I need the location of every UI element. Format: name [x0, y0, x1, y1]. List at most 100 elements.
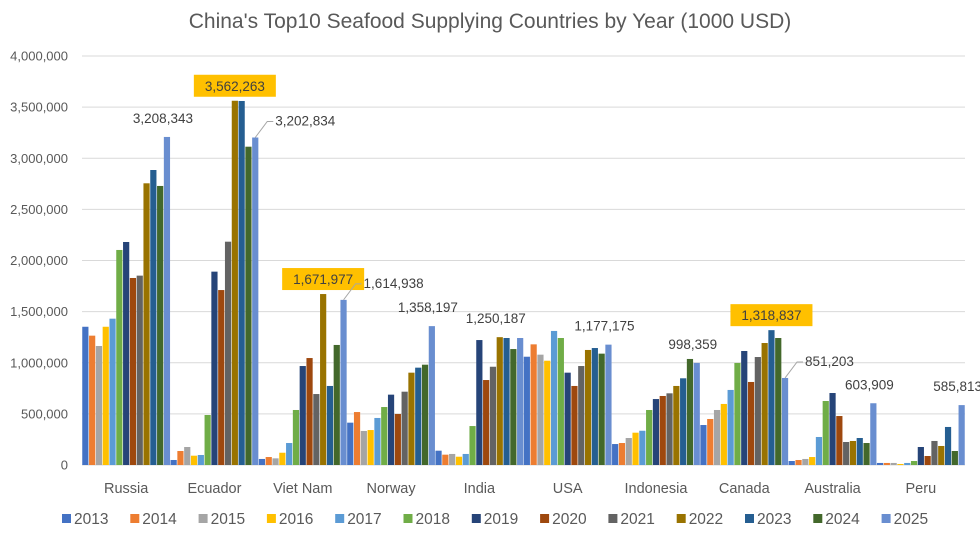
category-label: Indonesia	[625, 481, 689, 497]
leader-line	[343, 283, 362, 301]
bar-usa-2021	[578, 366, 585, 465]
bar-ecuador-2024	[245, 146, 252, 466]
legend-swatch-2017	[335, 514, 345, 523]
bar-ecuador-2020	[218, 290, 225, 465]
bar-usa-2024	[598, 353, 605, 465]
bar-australia-2013	[788, 461, 795, 465]
bar-norway-2013	[347, 422, 354, 465]
bar-canada-2013	[700, 425, 707, 465]
bar-peru-2025	[958, 405, 965, 465]
y-tick-label: 2,500,000	[10, 202, 68, 217]
bar-australia-2024	[863, 443, 870, 465]
legend-label-2021: 2021	[620, 511, 654, 528]
bar-canada-2024	[775, 338, 782, 465]
legend-swatch-2022	[676, 514, 686, 523]
data-label: 585,813	[933, 379, 980, 394]
bar-indonesia-2025	[693, 362, 700, 465]
bar-canada-2021	[754, 357, 761, 465]
bar-usa-2017	[550, 330, 558, 465]
data-label: 603,909	[845, 377, 894, 392]
legend-swatch-2016	[266, 514, 276, 523]
bars	[82, 100, 965, 466]
category-label: India	[464, 481, 496, 497]
category-label: Peru	[906, 481, 937, 497]
bar-india-2017	[462, 453, 469, 465]
bar-india-2016	[455, 456, 463, 465]
data-label: 998,359	[668, 337, 717, 352]
legend-swatch-2014	[130, 514, 140, 523]
bar-india-2018	[469, 426, 476, 465]
bar-usa-2018	[557, 338, 564, 465]
bar-norway-2017	[374, 417, 381, 465]
bar-india-2013	[435, 450, 442, 465]
bar-peru-2022	[938, 445, 945, 465]
bar-australia-2025	[870, 403, 877, 465]
bar-australia-2015	[802, 458, 809, 465]
bar-indonesia-2015	[625, 438, 632, 465]
data-label: 1,177,175	[574, 319, 634, 334]
bar-indonesia-2013	[612, 444, 619, 465]
bar-ecuador-2015	[184, 447, 191, 465]
bar-russia-2024	[157, 185, 164, 465]
data-label: 1,318,837	[741, 308, 801, 323]
y-tick-label: 4,000,000	[10, 49, 68, 64]
bar-australia-2018	[822, 400, 829, 465]
category-label: Australia	[804, 481, 861, 497]
y-axis-ticks: 0 500,000 1,000,000 1,500,000 2,000,000 2,500…	[10, 49, 68, 473]
bar-canada-2023	[768, 330, 775, 465]
legend-swatch-2025	[881, 514, 891, 523]
data-label: 3,562,263	[205, 79, 265, 94]
y-tick-label: 2,000,000	[10, 253, 68, 268]
highlight-label-box	[282, 268, 365, 291]
leader-line	[784, 361, 804, 379]
bar-norway-2015	[360, 430, 367, 465]
bar-canada-2020	[747, 381, 755, 465]
legend-label-2019: 2019	[484, 511, 518, 528]
bar-usa-2013	[523, 356, 530, 465]
legend-label-2015: 2015	[211, 511, 245, 528]
data-label: 851,203	[805, 354, 854, 369]
bar-india-2020	[483, 380, 490, 465]
bar-ecuador-2021	[224, 241, 232, 465]
bar-peru-2013	[876, 462, 884, 465]
bar-usa-2020	[571, 385, 578, 465]
bar-indonesia-2017	[639, 430, 646, 465]
bar-norway-2021	[401, 391, 408, 465]
data-label: 1,250,187	[466, 311, 526, 326]
bar-russia-2016	[102, 326, 109, 465]
bar-indonesia-2022	[673, 385, 680, 465]
legend-swatch-2024	[813, 514, 823, 523]
bar-indonesia-2016	[632, 432, 639, 465]
bar-viet-nam-2013	[258, 458, 266, 465]
bar-australia-2020	[836, 416, 843, 465]
bar-peru-2017	[904, 462, 911, 465]
y-tick-label: 0	[61, 458, 68, 473]
bar-india-2022	[496, 337, 503, 465]
y-tick-label: 3,000,000	[10, 151, 68, 166]
category-label: Norway	[366, 481, 416, 497]
legend-swatch-2020	[540, 514, 550, 523]
legend-label-2023: 2023	[757, 511, 791, 528]
bar-ecuador-2014	[177, 450, 184, 465]
legend-label-2017: 2017	[347, 511, 381, 528]
bar-australia-2022	[849, 440, 857, 465]
category-label: Russia	[104, 481, 149, 497]
bar-russia-2013	[82, 326, 89, 465]
bar-norway-2018	[381, 407, 388, 465]
bar-usa-2019	[564, 372, 571, 465]
bar-canada-2016	[720, 403, 727, 465]
bar-australia-2017	[815, 436, 823, 465]
legend-label-2024: 2024	[825, 511, 860, 528]
bar-viet-nam-2016	[279, 452, 286, 465]
bar-russia-2014	[89, 335, 96, 465]
bar-peru-2016	[897, 463, 904, 465]
category-label: Canada	[719, 481, 771, 497]
bar-viet-nam-2015	[272, 458, 279, 465]
legend-label-2013: 2013	[74, 511, 108, 528]
bar-australia-2014	[795, 459, 802, 465]
bar-ecuador-2022	[231, 100, 238, 465]
bar-russia-2023	[150, 170, 157, 466]
y-tick-label: 1,000,000	[10, 355, 68, 370]
bar-peru-2014	[883, 462, 890, 465]
